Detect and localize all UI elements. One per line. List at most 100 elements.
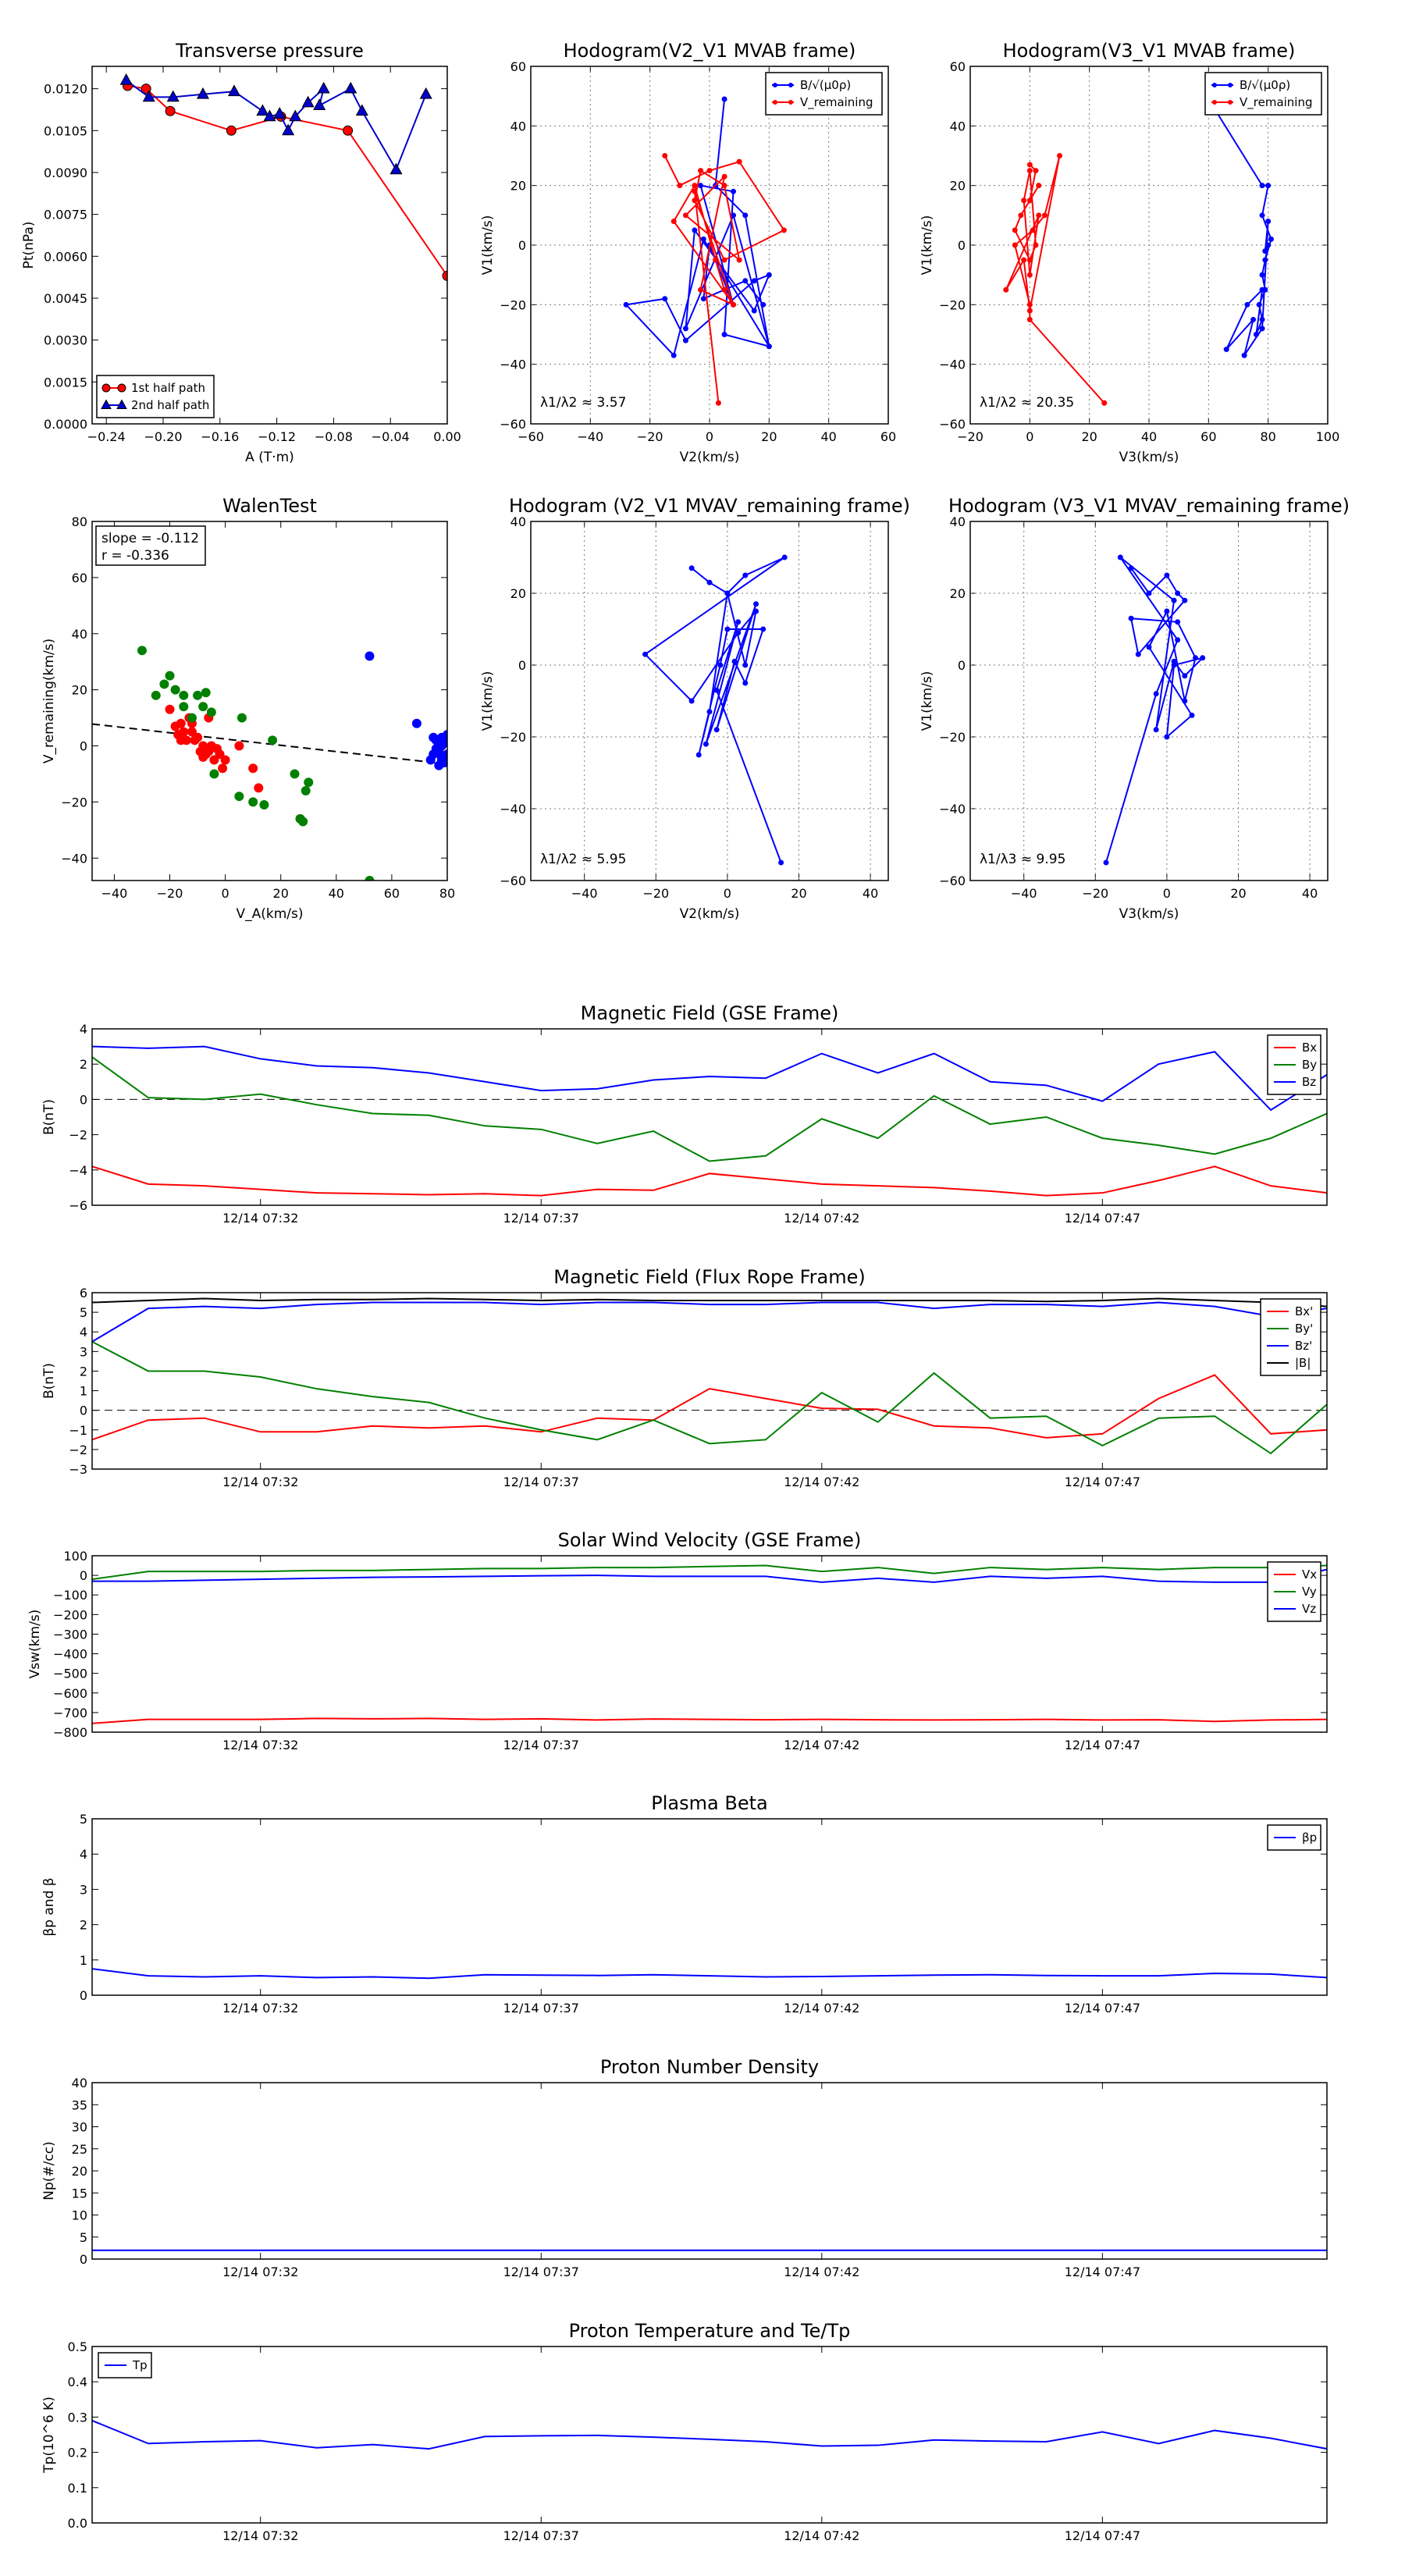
series-line (92, 1165, 1327, 1197)
plot-frame (91, 1555, 1328, 1733)
y-tick-label: −20 (500, 297, 526, 312)
data-point (721, 332, 727, 337)
chart-walen: WalenTest −40 −20 0 20 40 60 80 −40 −20 0 20 40 60 80 V… (41, 495, 455, 922)
data-point (1101, 400, 1108, 406)
data-point (290, 769, 300, 779)
data-point (1164, 608, 1170, 614)
plot-area (642, 554, 788, 866)
data-point (273, 106, 286, 119)
legend-label: V_remaining (800, 95, 873, 110)
chart-title: Transverse pressure (175, 40, 364, 62)
y-axis-label: V1(km/s) (480, 215, 496, 276)
series-line (92, 1340, 1327, 1455)
data-point (751, 278, 757, 284)
data-point (760, 301, 767, 308)
x-tick-label: 12/14 07:42 (784, 2265, 859, 2279)
data-point (724, 590, 731, 596)
plot-frame (530, 521, 889, 881)
data-point (692, 183, 698, 189)
data-point (713, 727, 720, 733)
legend-label: 2nd half path (131, 398, 209, 412)
y-tick-label: −40 (939, 358, 966, 372)
ratio-annotation: λ1/λ2 ≈ 3.57 (540, 395, 626, 411)
data-point (179, 690, 189, 700)
data-point (1259, 272, 1265, 278)
x-tick-label: 12/14 07:42 (784, 1475, 859, 1489)
plot-area (92, 2419, 1327, 2450)
plot-area (623, 96, 787, 406)
x-tick-label: 60 (384, 886, 400, 901)
y-axis-label: Np(#/cc) (41, 2141, 57, 2200)
series-line (92, 1056, 1327, 1162)
data-point (1026, 162, 1033, 168)
data-point (1262, 248, 1268, 254)
x-tick-label: 40 (820, 429, 836, 444)
data-point (742, 278, 749, 284)
data-point (751, 308, 757, 314)
data-point (1128, 565, 1134, 571)
series-Vy (92, 1564, 1327, 1581)
data-point (301, 786, 311, 795)
chart-title: Hodogram (V3_V1 MVAV_remaining frame) (948, 495, 1350, 517)
x-tick-label: −60 (518, 429, 544, 444)
x-tick-label: 12/14 07:47 (1065, 1738, 1140, 1752)
y-tick-label: −1 (69, 1423, 87, 1438)
data-point (220, 755, 230, 765)
x-tick-label: −40 (1011, 886, 1037, 901)
x-tick-label: 12/14 07:32 (222, 2265, 298, 2279)
data-point (234, 741, 244, 751)
y-tick-label: 10 (72, 2208, 87, 2223)
plot-frame (91, 66, 448, 425)
data-point (688, 698, 695, 704)
data-point (682, 326, 688, 332)
data-point (1182, 698, 1188, 704)
data-point (1250, 316, 1257, 322)
y-tick-label: 5 (80, 1305, 87, 1320)
x-tick-label: 12/14 07:42 (784, 2528, 859, 2543)
data-point (1265, 242, 1272, 248)
x-tick-label: 40 (1302, 886, 1318, 901)
data-point (717, 662, 724, 668)
chart-title: Hodogram(V3_V1 MVAB frame) (1003, 40, 1296, 62)
x-tick-label: 40 (329, 886, 344, 901)
legend-label: Vx (1302, 1567, 1317, 1582)
data-point (692, 197, 698, 204)
data-point (206, 707, 216, 717)
y-tick-label: 2 (80, 1918, 87, 1933)
data-point (1026, 316, 1033, 322)
series-line (92, 1717, 1327, 1724)
chart-h3: Hodogram (V2_V1 MVAV_remaining frame) −40… (480, 495, 910, 922)
data-point (1259, 326, 1265, 332)
legend-label: Tp (132, 2358, 148, 2372)
data-point (226, 125, 237, 136)
series-line (92, 1297, 1327, 1308)
x-tick-label: −40 (571, 886, 598, 901)
data-point (436, 741, 446, 751)
x-tick-label: 0 (222, 886, 229, 901)
data-point (166, 90, 180, 102)
data-point (259, 799, 269, 809)
data-point (1012, 227, 1018, 233)
x-tick-label: 0 (1026, 429, 1033, 444)
data-point (1057, 153, 1062, 158)
chart-title: Proton Number Density (600, 2056, 819, 2078)
x-tick-label: 12/14 07:32 (222, 1738, 298, 1752)
y-tick-label: 0.0105 (44, 123, 87, 138)
data-point (1153, 727, 1159, 733)
data-point (1026, 301, 1033, 308)
chart-np: Proton Number Density 12/14 07:32 12/14 07… (41, 2056, 1328, 2279)
x-tick-label: 12/14 07:37 (503, 2001, 579, 2016)
y-tick-label: −200 (53, 1607, 87, 1622)
y-tick-label: −4 (69, 1163, 87, 1178)
data-point (442, 270, 447, 281)
data-point (198, 702, 208, 712)
x-tick-label: 0 (706, 429, 713, 444)
x-axis-label: V3(km/s) (1119, 450, 1179, 465)
stats-text: r = -0.336 (101, 548, 169, 564)
y-tick-label: −60 (500, 417, 526, 432)
series-line (92, 1045, 1327, 1112)
x-tick-label: 20 (273, 886, 289, 901)
plot-area (119, 73, 447, 281)
series-green (137, 646, 375, 881)
